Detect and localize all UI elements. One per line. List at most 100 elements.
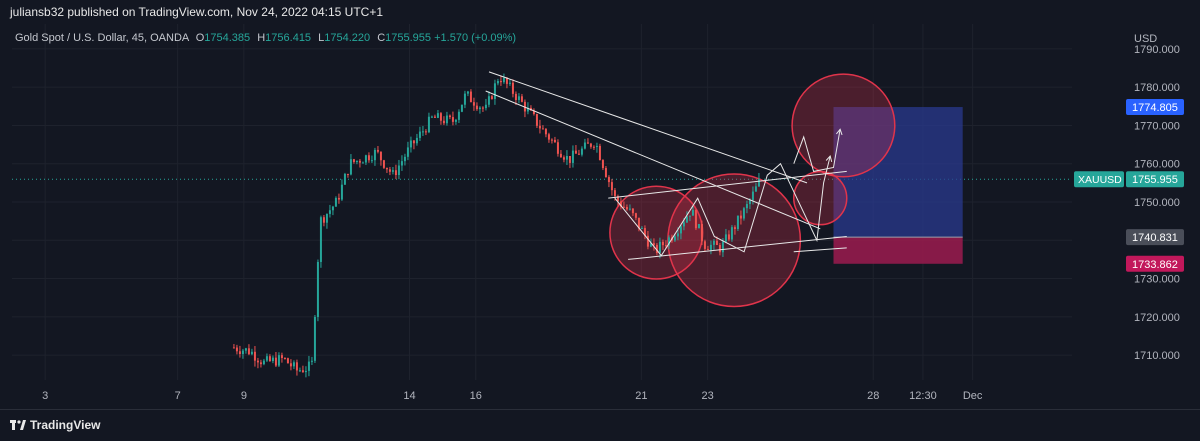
candle-body <box>598 145 601 161</box>
candle-body <box>400 161 403 166</box>
price-axis[interactable]: USD1710.0001720.0001730.0001740.0001750.… <box>1074 33 1184 362</box>
open-label: O <box>195 32 205 44</box>
candle-body <box>409 140 412 148</box>
change-value: +1.570 (+0.09%) <box>434 32 517 44</box>
candle-body <box>388 169 391 172</box>
candle-body <box>406 147 409 157</box>
high-label: H <box>257 32 266 44</box>
candle-body <box>379 151 382 161</box>
candle-body <box>256 360 259 363</box>
candle-body <box>742 208 745 219</box>
candle-body <box>313 316 316 361</box>
candle-body <box>463 93 466 105</box>
path-drawing[interactable] <box>614 155 831 257</box>
candle-body <box>316 261 319 317</box>
x-tick-label: 28 <box>867 390 879 402</box>
candle-body <box>604 168 607 178</box>
candle-body <box>550 139 553 141</box>
candle-body <box>436 113 439 118</box>
candle-body <box>385 167 388 170</box>
candle-body <box>613 190 616 197</box>
candle-body <box>442 120 445 124</box>
candle-body <box>592 146 595 148</box>
candle-body <box>544 128 547 135</box>
candle-body <box>700 224 703 242</box>
candle-body <box>727 234 730 240</box>
candle-body <box>487 96 490 105</box>
price-tag[interactable] <box>1126 255 1184 272</box>
candle-body <box>412 140 415 144</box>
candle-body <box>712 240 715 245</box>
candle-body <box>691 210 694 216</box>
candle-body <box>631 208 634 214</box>
candle-body <box>559 153 562 158</box>
candle-body <box>484 104 487 109</box>
candle-body <box>532 110 535 115</box>
candle-body <box>274 357 277 366</box>
candle-body <box>682 222 685 227</box>
candle-body <box>553 139 556 143</box>
candle-body <box>391 170 394 172</box>
candle-body <box>601 160 604 169</box>
time-axis[interactable]: 3 7 9 14 16 21 23 28 12:30 Dec <box>42 390 983 402</box>
candle-body <box>460 104 463 112</box>
candle-body <box>568 155 571 163</box>
trendline[interactable] <box>485 90 821 230</box>
candle-body <box>448 115 451 118</box>
trendline[interactable] <box>488 71 808 184</box>
candle-body <box>643 228 646 236</box>
candle-body <box>709 244 712 250</box>
candle-body <box>286 358 289 364</box>
candle-body <box>619 201 622 207</box>
candle-body <box>616 196 619 202</box>
symbol-tag[interactable] <box>1074 171 1124 188</box>
candle-body <box>235 347 238 352</box>
target-zone[interactable] <box>833 107 963 238</box>
candle-body <box>280 355 283 359</box>
candle-body <box>331 206 334 211</box>
candle-body <box>430 116 433 118</box>
candle-body <box>586 142 589 144</box>
arrow-head[interactable] <box>825 155 833 162</box>
candle-body <box>589 143 592 147</box>
candle-body <box>505 77 508 84</box>
candle-body <box>751 191 754 200</box>
candle-body <box>352 159 355 163</box>
close-value: 1755.955 <box>385 32 432 44</box>
candle-body <box>394 170 397 176</box>
stop-zone[interactable] <box>833 237 963 264</box>
y-tick-label: 1770.000 <box>1134 120 1180 132</box>
candle-body <box>496 81 499 84</box>
published-info: juliansb32 published on TradingView.com,… <box>10 5 384 19</box>
highlight-circle[interactable] <box>793 170 848 226</box>
price-tag[interactable] <box>1126 99 1184 116</box>
candle-body <box>610 182 613 191</box>
candle-body <box>685 216 688 223</box>
candle-body <box>307 361 310 371</box>
highlight-circle[interactable] <box>791 73 896 178</box>
candle-body <box>538 125 541 129</box>
trendline[interactable] <box>608 170 847 199</box>
header-bar: juliansb32 published on TradingView.com,… <box>0 0 1200 24</box>
candle-body <box>511 82 514 94</box>
price-tag-label: 1755.955 <box>1132 174 1178 186</box>
price-tag[interactable] <box>1126 171 1184 188</box>
tradingview-logo[interactable]: TradingView <box>10 418 100 432</box>
highlight-circle[interactable] <box>667 173 802 308</box>
candle-body <box>361 162 364 164</box>
candle-body <box>715 240 718 245</box>
candle-body <box>520 96 523 102</box>
price-tag[interactable] <box>1126 229 1184 246</box>
y-tick-label: 1720.000 <box>1134 312 1180 324</box>
candle-body <box>415 137 418 144</box>
close-label: C <box>377 32 386 44</box>
high-value: 1756.415 <box>265 32 312 44</box>
drawings[interactable] <box>485 71 847 260</box>
candle-body <box>259 362 262 365</box>
candle-body <box>310 360 313 362</box>
path-drawing[interactable] <box>793 129 841 172</box>
arrow-head[interactable] <box>836 128 843 136</box>
candle-body <box>541 128 544 130</box>
trendline[interactable] <box>793 247 847 253</box>
